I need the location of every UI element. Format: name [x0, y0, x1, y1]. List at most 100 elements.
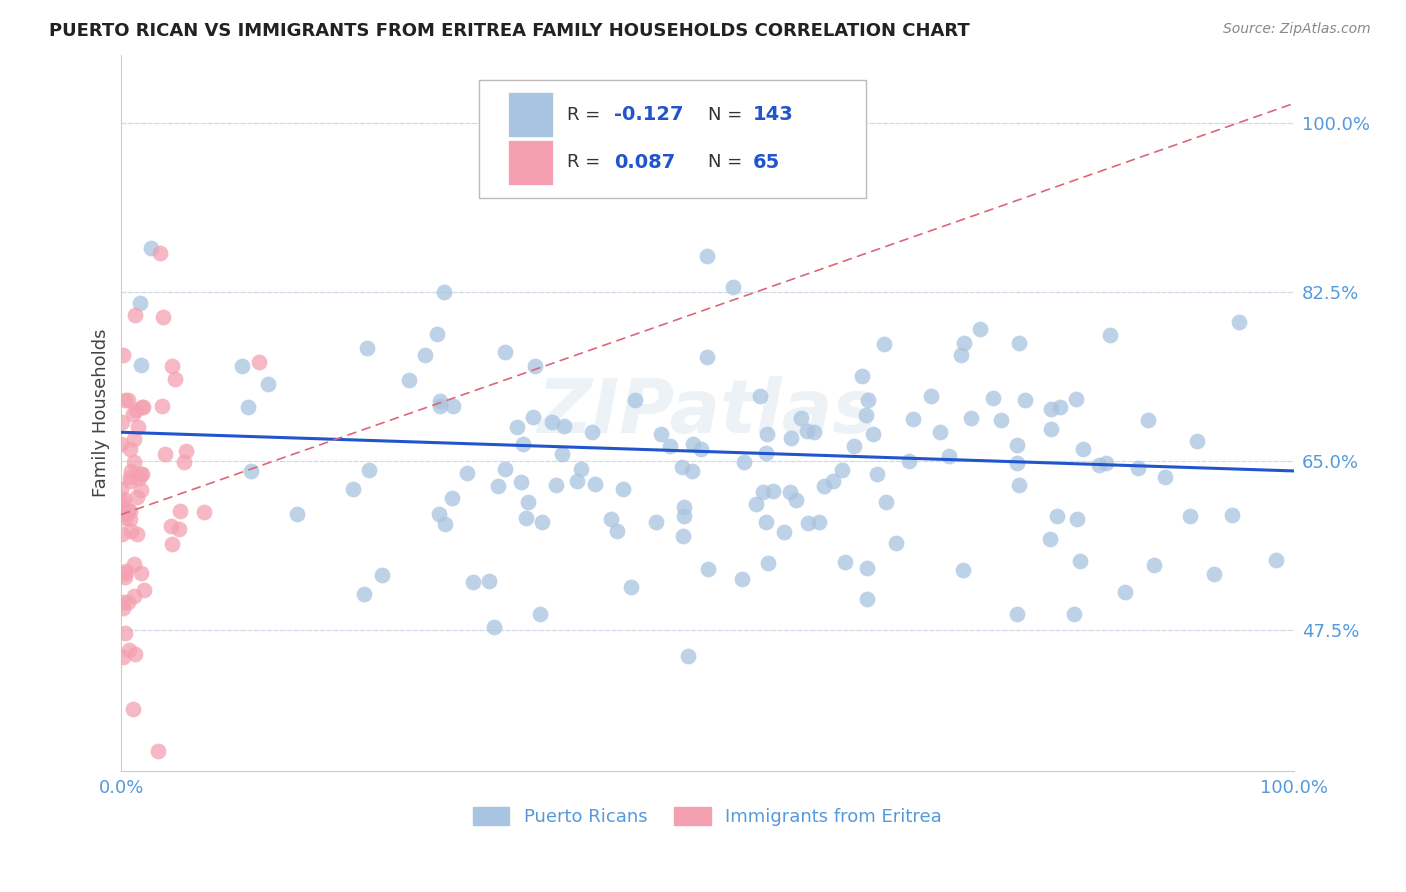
Point — [173, 454, 195, 468]
Point — [117, 595, 139, 609]
Point — [1008, 478, 1031, 492]
Point — [969, 322, 991, 336]
Point — [433, 517, 456, 532]
Point — [128, 471, 150, 485]
Text: R =: R = — [567, 105, 606, 123]
Point — [1154, 470, 1177, 484]
Point — [1137, 413, 1160, 427]
Point — [620, 580, 643, 594]
Point — [117, 643, 139, 657]
Point — [478, 574, 501, 589]
Point — [953, 336, 976, 351]
Point — [1265, 552, 1288, 566]
Point — [129, 566, 152, 580]
Point — [731, 572, 754, 586]
Point — [146, 744, 169, 758]
Point — [111, 595, 134, 609]
Point — [681, 464, 703, 478]
Point — [1005, 438, 1028, 452]
Point — [530, 515, 553, 529]
Point — [125, 403, 148, 417]
Point — [131, 483, 153, 497]
Point — [118, 474, 141, 488]
Point — [132, 583, 155, 598]
Text: R =: R = — [567, 153, 606, 171]
Point — [131, 400, 153, 414]
Point — [756, 556, 779, 570]
Point — [429, 394, 451, 409]
Point — [1204, 566, 1226, 581]
Point — [160, 537, 183, 551]
Point — [482, 620, 505, 634]
Point — [112, 601, 135, 615]
Point — [127, 420, 149, 434]
Point — [1071, 442, 1094, 456]
Point — [512, 436, 534, 450]
Point — [114, 570, 136, 584]
Point — [650, 426, 672, 441]
Point — [755, 515, 778, 529]
Point — [672, 529, 695, 543]
Point — [696, 350, 718, 364]
Point — [920, 389, 942, 403]
Point — [696, 248, 718, 262]
Point — [127, 490, 149, 504]
Point — [1039, 402, 1062, 417]
Point — [427, 507, 450, 521]
Point — [441, 399, 464, 413]
Point — [357, 463, 380, 477]
Point — [612, 482, 634, 496]
Legend: Puerto Ricans, Immigrants from Eritrea: Puerto Ricans, Immigrants from Eritrea — [474, 806, 942, 826]
Point — [1099, 327, 1122, 342]
Point — [1066, 512, 1088, 526]
Point — [785, 493, 807, 508]
Point — [745, 497, 768, 511]
Point — [901, 411, 924, 425]
Point — [494, 462, 516, 476]
Point — [114, 510, 136, 524]
Text: ZIPatlas: ZIPatlas — [537, 376, 877, 450]
Text: N =: N = — [707, 105, 748, 123]
Point — [426, 326, 449, 341]
Point — [981, 391, 1004, 405]
Point — [118, 504, 141, 518]
Point — [1220, 508, 1243, 523]
Point — [494, 344, 516, 359]
Point — [110, 436, 132, 450]
Point — [120, 524, 142, 538]
Point — [600, 512, 623, 526]
Point — [721, 279, 744, 293]
Point — [673, 509, 696, 524]
Point — [110, 482, 132, 496]
Point — [115, 564, 138, 578]
Point — [517, 495, 540, 509]
Point — [779, 484, 801, 499]
Point — [1114, 585, 1136, 599]
Point — [118, 512, 141, 526]
Point — [509, 475, 531, 490]
Point — [257, 377, 280, 392]
Y-axis label: Family Households: Family Households — [93, 328, 110, 497]
Point — [682, 437, 704, 451]
Point — [797, 516, 820, 531]
Point — [129, 359, 152, 373]
Point — [506, 420, 529, 434]
Point — [671, 459, 693, 474]
Point — [773, 524, 796, 539]
Point — [541, 415, 564, 429]
Point — [152, 310, 174, 325]
Point — [873, 337, 896, 351]
Point — [160, 518, 183, 533]
Point — [929, 425, 952, 439]
Point — [780, 430, 803, 444]
Point — [165, 372, 187, 386]
Text: -0.127: -0.127 — [614, 105, 683, 124]
Point — [429, 399, 451, 413]
Point — [658, 439, 681, 453]
Point — [1040, 422, 1063, 436]
Point — [120, 464, 142, 478]
Point — [1087, 458, 1109, 472]
Point — [1227, 315, 1250, 329]
Point — [461, 574, 484, 589]
Point — [733, 455, 755, 469]
